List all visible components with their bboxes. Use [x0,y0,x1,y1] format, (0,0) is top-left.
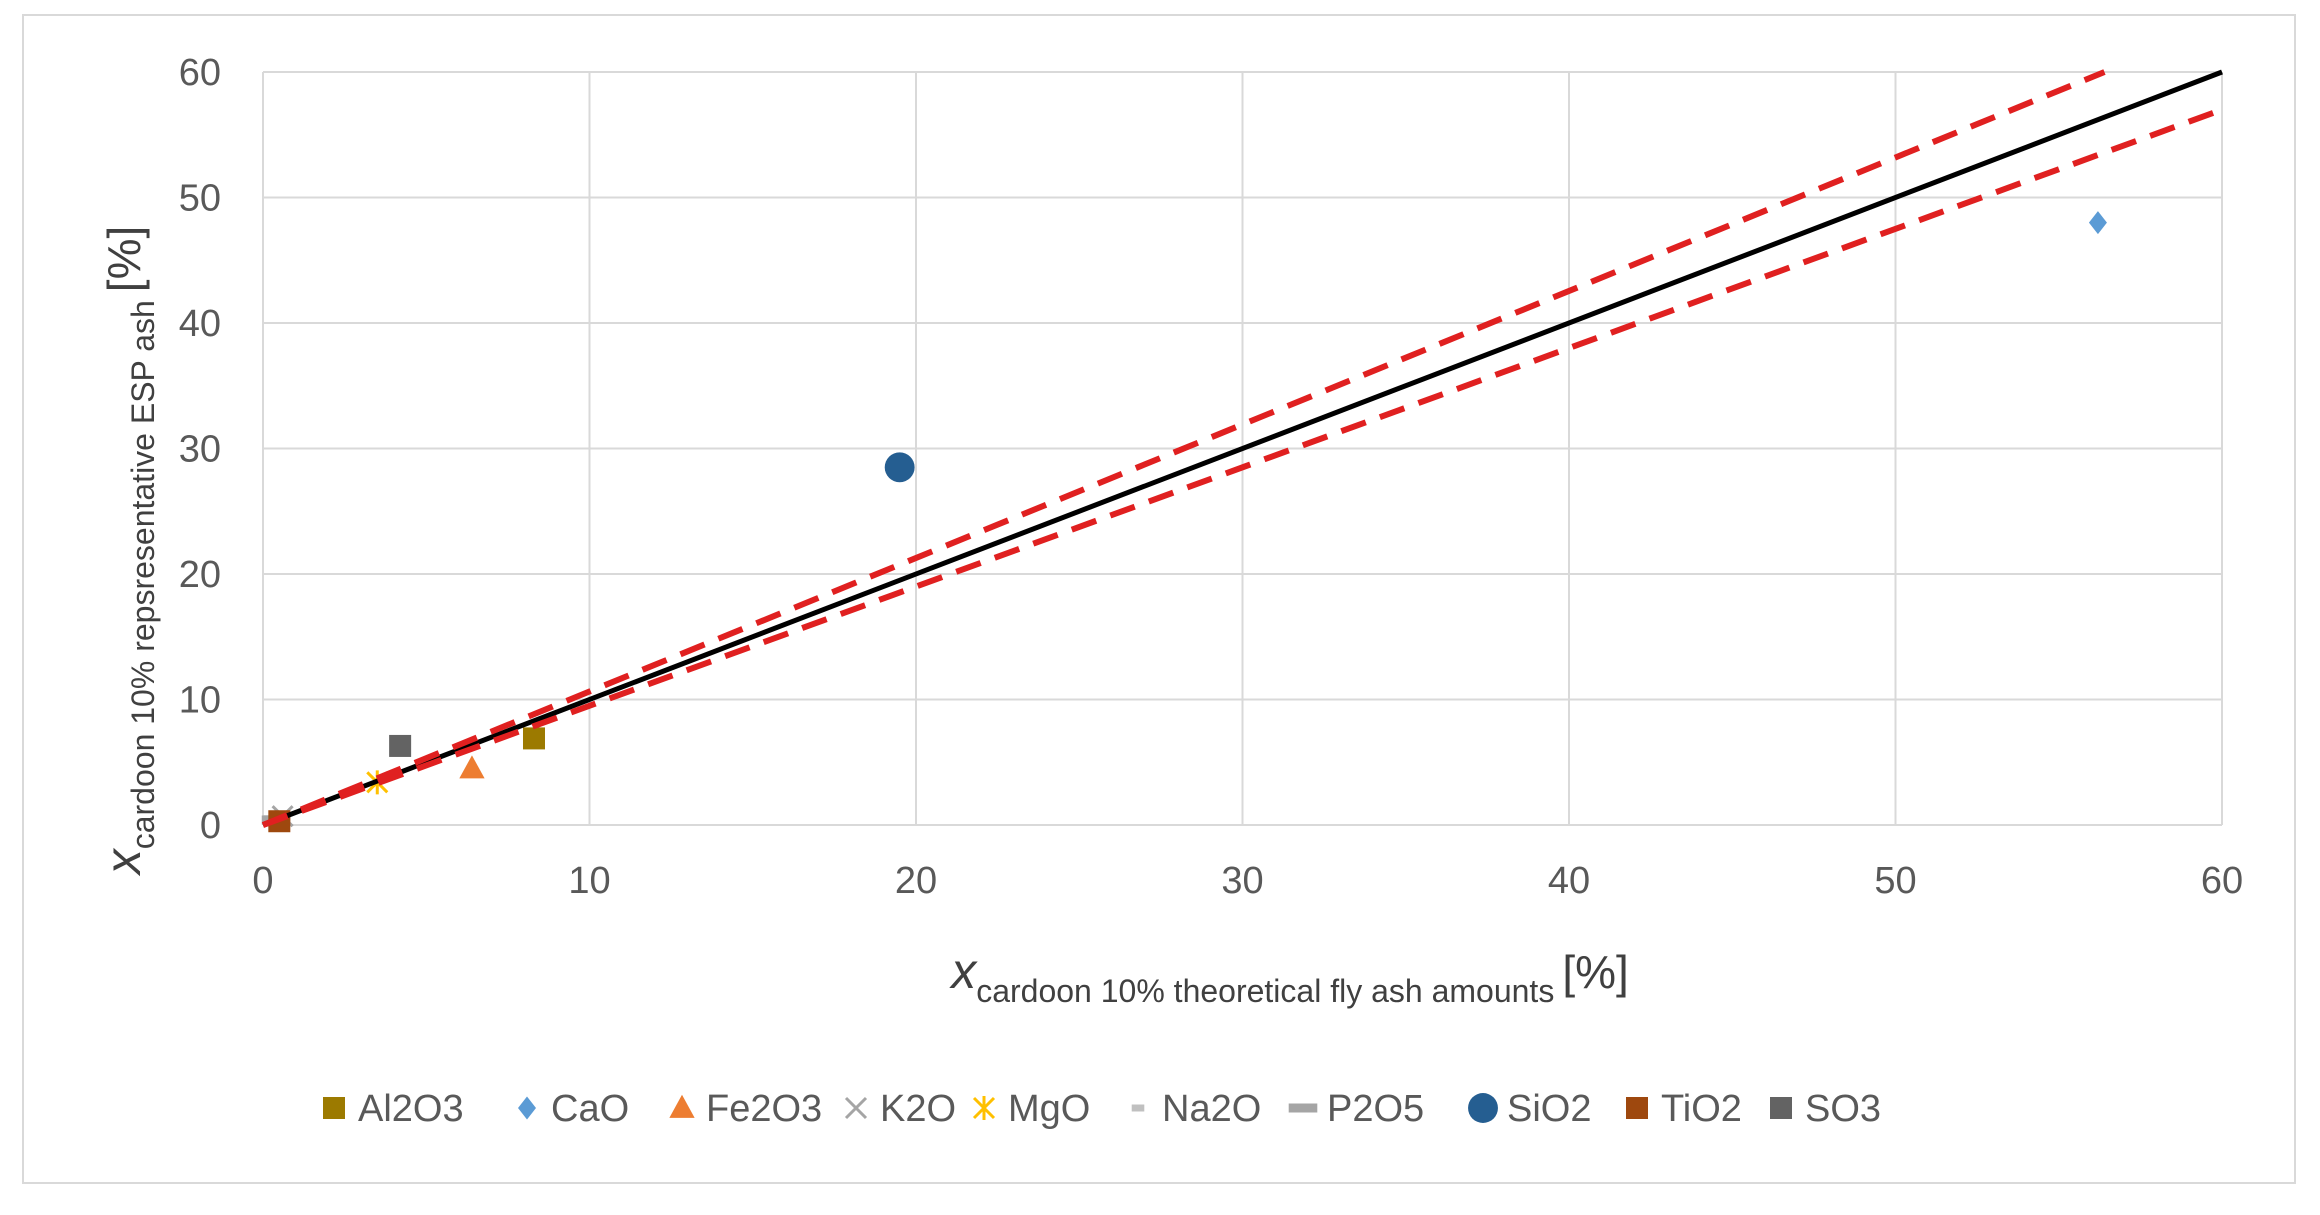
legend-marker-fe2o3 [669,1094,695,1118]
y-axis-title-subscript: cardoon 10% repsresentative ESP ash [125,300,161,849]
data-point-al2o3 [522,727,545,750]
data-point-cao [2088,211,2107,235]
y-tick-label: 50 [179,178,221,220]
legend-label: Fe2O3 [706,1088,822,1130]
legend-label: P2O5 [1327,1088,1424,1130]
y-tick-label: 10 [179,680,221,722]
legend-item-na2o: Na2O [1131,1088,1261,1130]
x-axis-title-subscript: cardoon 10% theoretical fly ash amounts [976,973,1554,1009]
legend-item-p2o5: P2O5 [1288,1088,1424,1130]
legend-label: TiO2 [1661,1088,1742,1130]
legend-label: K2O [880,1088,956,1130]
tick-labels: 0 10 20 30 40 50 60 0 10 20 30 40 50 60 [179,52,2243,902]
legend-marker-so3 [1770,1097,1792,1119]
legend-item-so3: SO3 [1770,1088,1881,1130]
legend-label: Al2O3 [358,1088,464,1130]
legend-marker-p2o5 [1288,1103,1318,1113]
legend: Al2O3 CaO Fe2O3 K2O MgO Na2O P2O5 SiO2 TiO2 SO3 [323,1088,1881,1130]
y-tick-label: 30 [179,429,221,471]
y-axis-title-main: x [95,847,151,876]
reference-lines [261,69,2224,828]
legend-label: SiO2 [1507,1088,1591,1130]
x-tick-label: 30 [1221,860,1263,902]
x-tick-label: 0 [252,860,273,902]
data-point-so3 [389,734,412,757]
y-tick-label: 60 [179,52,221,94]
legend-marker-mgo [972,1096,996,1120]
x-tick-label: 50 [1874,860,1916,902]
legend-marker-sio2 [1468,1093,1498,1123]
x-axis-title: xcardoon 10% theoretical fly ash amounts… [949,943,1629,1009]
x-tick-label: 40 [1548,860,1590,902]
legend-label: MgO [1008,1088,1090,1130]
legend-marker-na2o [1131,1104,1145,1112]
y-tick-label: 0 [200,805,221,847]
legend-item-tio2: TiO2 [1626,1088,1742,1130]
data-points [261,211,2107,833]
y-axis-title-unit: [%] [98,226,150,292]
chart-frame [22,14,2296,1184]
legend-label: CaO [551,1088,629,1130]
y-tick-label: 20 [179,554,221,596]
y-tick-label: 40 [179,303,221,345]
x-tick-label: 60 [2201,860,2243,902]
bound-line-dashed [261,106,2224,828]
legend-marker-al2o3 [323,1097,345,1119]
legend-label: SO3 [1805,1088,1881,1130]
y-axis-title: xcardoon 10% repsresentative ESP ash [%] [95,226,161,877]
legend-label: Na2O [1162,1088,1261,1130]
legend-marker-tio2 [1626,1097,1648,1119]
legend-item-cao: CaO [518,1088,629,1130]
legend-item-k2o: K2O [844,1088,956,1130]
legend-item-sio2: SiO2 [1468,1088,1591,1130]
legend-marker-cao [518,1096,536,1120]
legend-item-mgo: MgO [972,1088,1090,1130]
x-axis-title-unit: [%] [1562,946,1628,998]
identity-line [262,69,2223,828]
x-tick-label: 10 [568,860,610,902]
x-tick-label: 20 [895,860,937,902]
data-point-sio2 [884,452,915,483]
data-point-fe2o3 [459,755,485,779]
legend-item-al2o3: Al2O3 [323,1088,464,1130]
bound-line-dashed [261,69,2106,828]
x-axis-title-main: x [949,943,978,999]
legend-marker-k2o [844,1096,868,1120]
legend-item-fe2o3: Fe2O3 [669,1088,822,1130]
